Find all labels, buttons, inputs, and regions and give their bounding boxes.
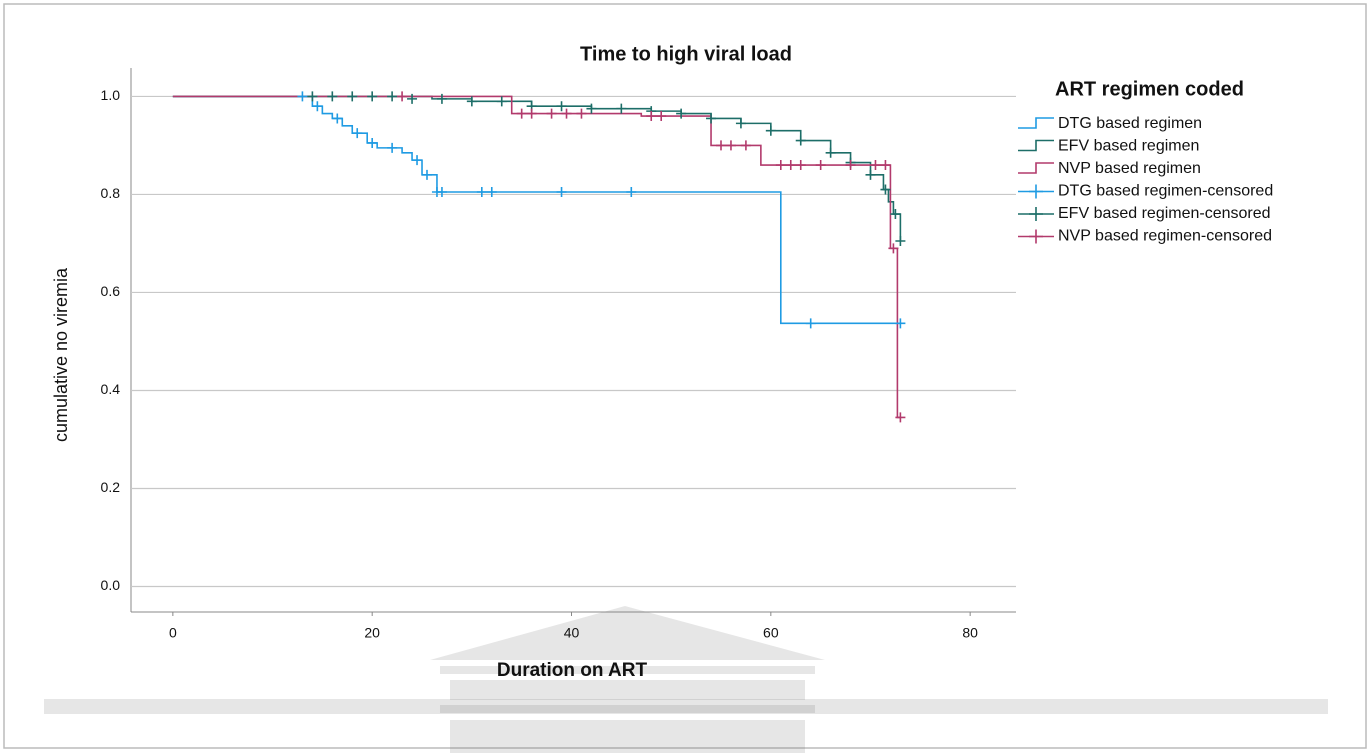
censor-mark [888, 243, 899, 254]
censor-mark [312, 101, 323, 112]
x-tick-label: 0 [169, 625, 177, 641]
legend-swatch [1018, 139, 1054, 152]
censor-mark [397, 91, 408, 102]
legend-label: NVP based regimen [1058, 160, 1201, 177]
censor-mark [880, 184, 891, 195]
censor-mark [526, 108, 537, 119]
censor-mark [740, 140, 751, 151]
frame [3, 3, 1367, 749]
legend-swatch [1029, 207, 1043, 221]
band [44, 699, 1328, 714]
censor-mark [775, 160, 786, 171]
censor-mark [556, 186, 567, 197]
legend-swatch [1018, 117, 1054, 129]
censor-mark [412, 155, 423, 166]
censor-mark [436, 186, 447, 197]
censor-mark [795, 135, 806, 146]
legend-swatch [1029, 184, 1043, 199]
censor-mark [735, 118, 746, 129]
censor-mark [367, 91, 378, 102]
censor-mark [476, 186, 487, 197]
censor-mark [387, 91, 398, 102]
censor-mark [421, 169, 432, 180]
legend-label: EFV based regimen-censored [1058, 205, 1271, 222]
censor-mark [387, 142, 398, 153]
y-tick-label: 0.8 [101, 185, 121, 201]
censor-mark [616, 103, 627, 114]
x-tick-label: 60 [763, 625, 779, 641]
x-tick-label: 20 [364, 625, 380, 641]
legend-label: DTG based regimen [1058, 115, 1202, 132]
y-tick-label: 0.0 [101, 577, 121, 593]
x-axis-label: Duration on ART [497, 660, 648, 681]
censor-mark [486, 186, 497, 197]
legend-title: ART regimen coded [1055, 78, 1244, 100]
censor-mark [466, 96, 477, 107]
censor-mark [307, 91, 318, 102]
censor-mark [716, 140, 726, 151]
censor-mark [676, 108, 687, 119]
censor-mark [785, 160, 796, 171]
censor-mark [815, 160, 826, 171]
y-tick-label: 1.0 [101, 87, 121, 103]
censor-mark [845, 160, 856, 171]
censor-mark [805, 318, 816, 329]
censor-mark [765, 125, 776, 136]
censor-mark [436, 93, 447, 104]
censor-mark [496, 96, 507, 107]
censor-mark [516, 108, 527, 119]
y-tick-label: 0.4 [101, 381, 121, 397]
censor-mark [895, 412, 906, 423]
censor-mark [332, 113, 343, 124]
legend-label: EFV based regimen [1058, 138, 1199, 155]
legend-swatch [1029, 229, 1043, 244]
censor-mark [576, 108, 587, 119]
censor-mark [367, 137, 378, 148]
censor-mark [556, 101, 567, 112]
censor-mark [546, 108, 557, 119]
y-tick-label: 0.6 [101, 283, 121, 299]
censor-mark [706, 113, 717, 124]
censor-mark [725, 140, 736, 151]
censor-mark [890, 209, 901, 220]
x-tick-label: 40 [564, 625, 580, 641]
legend-label: DTG based regimen-censored [1058, 183, 1273, 200]
censor-mark [297, 91, 308, 102]
y-tick-label: 0.2 [101, 479, 121, 495]
censor-mark [327, 91, 338, 102]
censor-mark [586, 103, 597, 114]
censor-mark [870, 160, 881, 171]
y-axis-label: cumulative no viremia [51, 267, 71, 442]
censor-mark [347, 91, 358, 102]
censor-mark [656, 111, 667, 122]
censor-mark [895, 236, 906, 247]
x-tick-label: 80 [962, 625, 978, 641]
legend-label: NVP based regimen-censored [1058, 228, 1272, 245]
censor-mark [880, 160, 891, 171]
watermark [430, 606, 825, 753]
chart-title: Time to high viral load [580, 43, 792, 65]
censor-mark [795, 160, 806, 171]
censor-mark [865, 169, 876, 180]
censor-mark [895, 318, 906, 329]
censor-mark [407, 93, 418, 104]
legend-swatch [1018, 162, 1054, 174]
censor-mark [646, 111, 657, 122]
censor-mark [825, 147, 836, 158]
censor-mark [352, 128, 363, 139]
censor-mark [561, 108, 572, 119]
censor-mark [626, 186, 637, 197]
